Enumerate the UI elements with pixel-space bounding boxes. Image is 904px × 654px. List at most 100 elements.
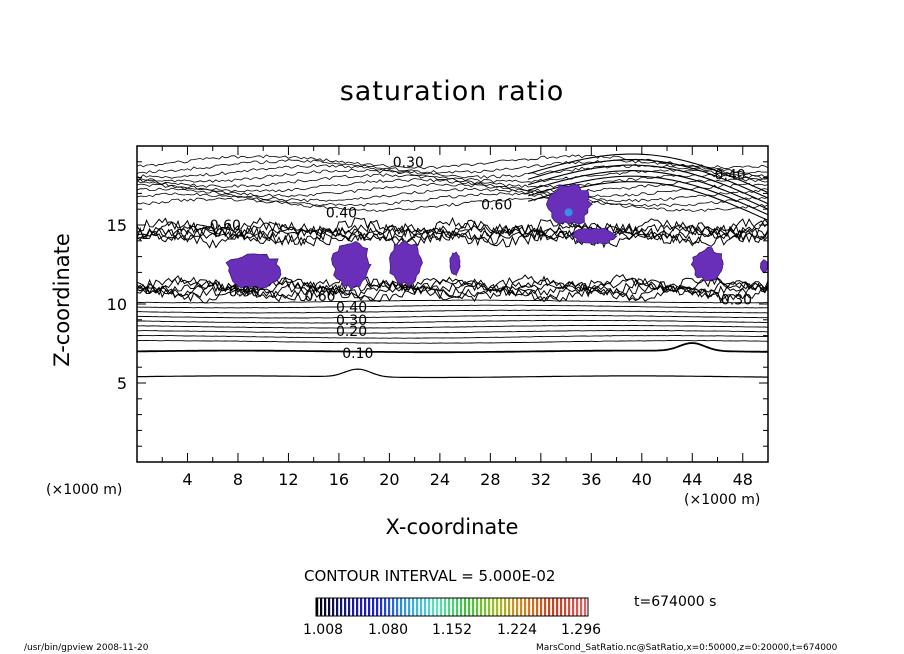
plot-area — [137, 146, 768, 462]
colorbar-stripe — [392, 598, 395, 616]
x-unit-right: (×1000 m) — [684, 492, 761, 508]
colorbar-tick-label: 1.224 — [496, 622, 538, 638]
colorbar-stripe — [320, 598, 323, 616]
contour-label: 0.40 — [336, 300, 367, 316]
contour-line — [137, 182, 768, 198]
contour-label: 0.60 — [210, 218, 241, 234]
contour-line — [137, 304, 768, 309]
colorbar-stripe — [436, 598, 439, 616]
colorbar-stripe — [488, 598, 491, 616]
max-spot — [564, 208, 573, 217]
colorbar-stripe — [372, 598, 375, 616]
colorbar-stripe — [532, 598, 535, 616]
contour-arc — [528, 164, 768, 205]
colorbar-stripe — [352, 598, 355, 616]
x-axis-label-text: X-coordinate — [385, 515, 519, 539]
colorbar-labels: 1.008 1.080 1.152 1.224 1.296 — [300, 622, 601, 640]
colorbar-tick-label: 1.080 — [367, 622, 409, 638]
colorbar-stripe — [428, 598, 431, 616]
colorbar-stripe — [408, 598, 411, 616]
contour-arc — [528, 153, 768, 194]
colorbar-stripe — [476, 598, 479, 616]
colorbar-stripe — [544, 598, 547, 616]
contour-line — [137, 368, 768, 379]
colorbar-stripe — [536, 598, 539, 616]
contour-label: 0.60 — [304, 289, 335, 305]
footer-left: /usr/bin/gpview 2008-11-20 — [24, 643, 149, 653]
contour-line — [137, 329, 768, 334]
colorbar-stripe — [336, 598, 339, 616]
x-tick-label: 28 — [480, 470, 500, 489]
x-tick-label: 16 — [329, 470, 349, 489]
colorbar-stripe — [368, 598, 371, 616]
contour-label: 0.30 — [393, 155, 424, 171]
x-axis-label: X-coordinate — [0, 515, 904, 539]
x-tick-label: 12 — [278, 470, 298, 489]
colorbar-stripe — [504, 598, 507, 616]
supersaturated-region — [225, 253, 282, 289]
colorbar-stripe — [344, 598, 347, 616]
colorbar-stripe — [348, 598, 351, 616]
contour-line — [137, 216, 768, 239]
colorbar-stripe — [508, 598, 511, 616]
supersaturated-region — [449, 251, 461, 277]
colorbar-tick-label: 1.152 — [431, 622, 473, 638]
plot-background — [137, 146, 768, 462]
colorbar-stripe — [444, 598, 447, 616]
colorbar-stripe — [380, 598, 383, 616]
contour-label: 0.40 — [326, 205, 357, 221]
contour-line — [137, 178, 768, 194]
contour-line — [137, 335, 768, 339]
colorbar-stripe — [576, 598, 579, 616]
contour-label: 0.40 — [715, 167, 746, 183]
x-tick-label: 36 — [581, 470, 601, 489]
colorbar-stripe — [400, 598, 403, 616]
contour-line — [137, 299, 768, 304]
colorbar-stripe — [556, 598, 559, 616]
colorbar-stripe — [460, 598, 463, 616]
x-tick-label: 40 — [632, 470, 652, 489]
colorbar-stripe — [328, 598, 331, 616]
colorbar-stripe — [512, 598, 515, 616]
supersaturated-region — [571, 227, 618, 245]
colorbar-stripe — [356, 598, 359, 616]
x-tick-label: 44 — [682, 470, 702, 489]
contour-label: 0.60 — [481, 197, 512, 213]
y-tick-label: 10 — [107, 295, 127, 314]
colorbar-stripe — [472, 598, 475, 616]
colorbar-stripe — [564, 598, 567, 616]
x-tick-label: 4 — [182, 470, 192, 489]
y-tick-label: 15 — [107, 216, 127, 235]
colorbar-stripe — [324, 598, 327, 616]
x-tick-label: 48 — [733, 470, 753, 489]
contour-line — [137, 275, 768, 295]
contour-line — [137, 222, 768, 243]
footer-right: MarsCond_SatRatio.nc@SatRatio,x=0:50000,… — [536, 643, 838, 653]
colorbar-stripe — [484, 598, 487, 616]
contour-label: 0.10 — [342, 346, 373, 362]
contour-line — [137, 187, 768, 203]
colorbar-stripe — [340, 598, 343, 616]
colorbar-stripe — [520, 598, 523, 616]
colorbar-stripe — [464, 598, 467, 616]
supersaturated-region — [545, 183, 594, 225]
x-tick-label: 32 — [531, 470, 551, 489]
contour-line — [137, 168, 768, 184]
contour-labels: 0.300.400.400.600.600.90 0.600.400.300.20… — [210, 155, 752, 362]
colorbar-stripe — [568, 598, 571, 616]
y-tick-label: 5 — [117, 374, 127, 393]
colorbar-stripe — [432, 598, 435, 616]
contour-label: 0.90 — [229, 284, 260, 300]
colorbar-stripe — [560, 598, 563, 616]
colorbar-stripe — [440, 598, 443, 616]
colorbar-stripe — [468, 598, 471, 616]
colorbar-stripe — [584, 598, 587, 616]
colorbar-stripe — [552, 598, 555, 616]
colorbar-stripe — [412, 598, 415, 616]
colorbar-stripe — [420, 598, 423, 616]
colorbar-stripe — [316, 598, 319, 616]
contour-line — [137, 154, 768, 170]
contour-line — [137, 319, 768, 324]
